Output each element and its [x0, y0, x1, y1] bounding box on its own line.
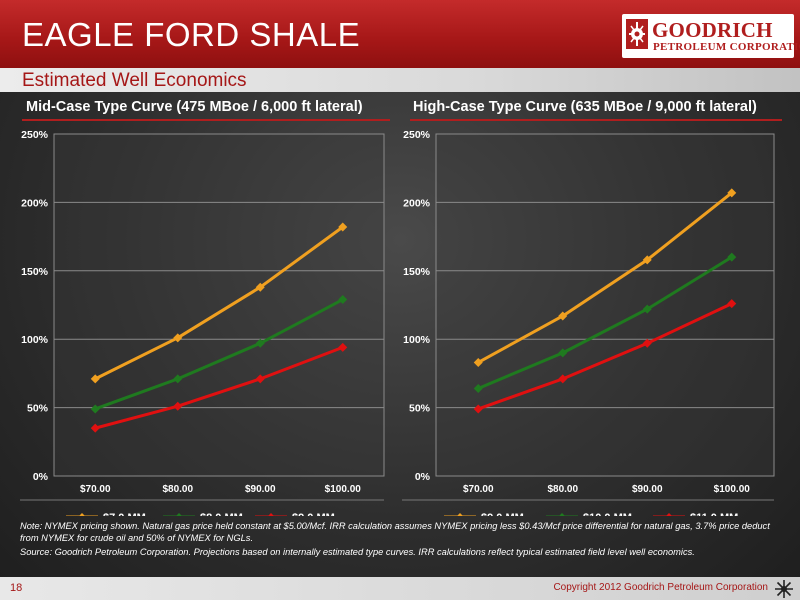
plot-area	[435, 133, 775, 477]
data-point	[642, 255, 652, 265]
data-point	[558, 374, 568, 384]
chart-1-title-underline	[22, 119, 390, 121]
data-point	[255, 374, 265, 384]
x-tick-label: $100.00	[325, 484, 362, 495]
footer-bar: 18 Copyright 2012 Goodrich Petroleum Cor…	[0, 577, 800, 600]
x-tick-label: $80.00	[547, 484, 578, 495]
logo-subname: PETROLEUM CORPORATION	[653, 41, 800, 53]
legend-marker	[559, 513, 565, 516]
series-line-3	[477, 302, 733, 411]
series-line-2	[94, 298, 344, 411]
data-point	[255, 282, 265, 292]
data-point	[338, 342, 348, 352]
y-tick-label: 200%	[403, 197, 431, 209]
subtitle-bar: Estimated Well Economics	[0, 68, 800, 92]
title-bar: EAGLE FORD SHALE GOODRICH PETROLEUM CORP…	[0, 0, 800, 68]
y-tick-label: 50%	[27, 403, 49, 415]
y-tick-label: 250%	[21, 129, 49, 141]
legend-marker	[457, 513, 463, 516]
high-case-chart: 0% 50% 100% 150% 200% 250% $70.00 $80.00 $90.00 $…	[402, 129, 775, 516]
legend-marker	[79, 513, 85, 516]
y-tick-label: 0%	[33, 471, 49, 483]
x-tick-label: $90.00	[632, 484, 663, 495]
data-point	[338, 295, 348, 305]
data-point	[90, 423, 100, 433]
source-note: Source: Goodrich Petroleum Corporation. …	[20, 547, 695, 557]
chart-2-title-underline	[410, 119, 782, 121]
series-line-3	[94, 346, 344, 430]
copyright-text: Copyright 2012 Goodrich Petroleum Corpor…	[553, 582, 768, 593]
y-tick-label: 150%	[21, 266, 49, 278]
data-point	[473, 383, 483, 393]
data-point	[255, 338, 265, 348]
data-point	[473, 404, 483, 414]
page-number: 18	[10, 582, 23, 594]
company-logo: GOODRICH PETROLEUM CORPORATION	[622, 14, 800, 58]
data-point	[558, 311, 568, 321]
y-tick-label: 100%	[21, 334, 49, 346]
x-tick-label: $70.00	[463, 484, 494, 495]
y-tick-label: 200%	[21, 197, 49, 209]
legend-label: $10.0 MM	[583, 512, 632, 516]
y-tick-label: 250%	[403, 129, 431, 141]
y-tick-label: 150%	[403, 266, 431, 278]
plot-area	[53, 133, 385, 477]
data-point	[727, 299, 737, 309]
y-tick-label: 50%	[409, 403, 431, 415]
data-point	[173, 401, 183, 411]
data-point	[558, 348, 568, 358]
logo-name: GOODRICH	[652, 18, 773, 42]
data-point	[642, 338, 652, 348]
legend-label: $8.0 MM	[200, 512, 243, 516]
chart-2-title: High-Case Type Curve (635 MBoe / 9,000 f…	[413, 99, 757, 115]
y-tick-label: 100%	[403, 334, 431, 346]
x-tick-label: $70.00	[80, 484, 111, 495]
mid-case-chart: 0% 50% 100% 150% 200% 250% $70.00 $80.00 $90.00 $…	[20, 129, 385, 516]
data-point	[727, 188, 737, 198]
y-tick-label: 0%	[415, 471, 431, 483]
data-point	[473, 357, 483, 367]
data-point	[173, 374, 183, 384]
chart-1-title: Mid-Case Type Curve (475 MBoe / 6,000 ft…	[26, 99, 363, 115]
x-tick-label: $90.00	[245, 484, 276, 495]
legend-marker	[268, 513, 274, 516]
legend-label: $11.0 MM	[690, 512, 738, 516]
data-point	[173, 333, 183, 343]
legend-marker	[666, 513, 672, 516]
series-line-1	[94, 225, 344, 381]
series-line-1	[477, 191, 733, 364]
legend-label: $7.0 MM	[103, 512, 146, 516]
data-point	[727, 252, 737, 262]
pricing-note: Note: NYMEX pricing shown. Natural gas p…	[20, 521, 770, 543]
data-point	[338, 222, 348, 232]
x-tick-label: $80.00	[162, 484, 193, 495]
data-point	[642, 304, 652, 314]
logo-mark-icon	[626, 19, 648, 49]
data-point	[90, 374, 100, 384]
slide-title: EAGLE FORD SHALE	[22, 16, 361, 53]
legend-marker	[176, 513, 182, 516]
x-tick-label: $100.00	[714, 484, 751, 495]
legend-label: $9.0 MM	[481, 512, 524, 516]
compass-icon	[775, 580, 793, 598]
series-line-2	[477, 255, 733, 390]
data-point	[90, 404, 100, 414]
slide-subtitle: Estimated Well Economics	[22, 70, 247, 91]
legend-label: $9.0 MM	[292, 512, 335, 516]
